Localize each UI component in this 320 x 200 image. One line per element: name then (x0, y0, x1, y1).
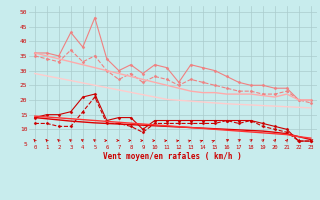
X-axis label: Vent moyen/en rafales ( km/h ): Vent moyen/en rafales ( km/h ) (103, 152, 242, 161)
